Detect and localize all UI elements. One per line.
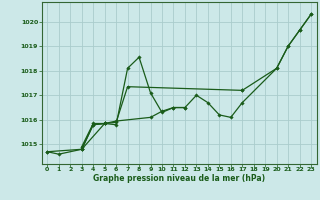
X-axis label: Graphe pression niveau de la mer (hPa): Graphe pression niveau de la mer (hPa) (93, 174, 265, 183)
